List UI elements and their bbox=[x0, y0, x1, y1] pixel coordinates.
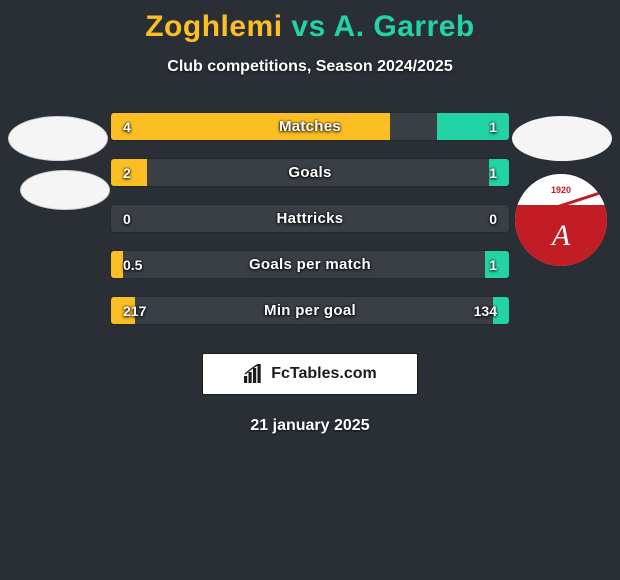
stat-row: 0.51Goals per match bbox=[110, 250, 510, 279]
stat-value-left: 0.5 bbox=[123, 251, 142, 278]
club-badge-top: 1920 bbox=[515, 174, 607, 205]
title-player2: A. Garreb bbox=[334, 10, 475, 43]
stat-row: 217134Min per goal bbox=[110, 296, 510, 325]
subtitle: Club competitions, Season 2024/2025 bbox=[0, 58, 620, 76]
stat-bar-left bbox=[111, 251, 123, 278]
stat-label: Hattricks bbox=[111, 205, 509, 232]
club-badge-letter: A bbox=[552, 219, 570, 253]
player2-club-badge: 1920 A bbox=[515, 174, 607, 266]
stat-value-right: 0 bbox=[489, 205, 497, 232]
comparison-card: Zoghlemi vs A. Garreb Club competitions,… bbox=[0, 0, 620, 580]
club-badge-year: 1920 bbox=[551, 185, 571, 195]
stat-bar-right bbox=[493, 297, 509, 324]
player1-club-placeholder bbox=[20, 170, 110, 210]
stat-bar-left bbox=[111, 113, 390, 140]
page-title: Zoghlemi vs A. Garreb bbox=[0, 0, 620, 44]
title-vs: vs bbox=[291, 10, 325, 43]
stat-label: Min per goal bbox=[111, 297, 509, 324]
stat-row: 21Goals bbox=[110, 158, 510, 187]
stat-bar-right bbox=[485, 251, 509, 278]
stat-bar-right bbox=[489, 159, 509, 186]
stat-row: 0 0Hattricks bbox=[110, 204, 510, 233]
stat-label: Goals bbox=[111, 159, 509, 186]
stat-bar-left bbox=[111, 159, 147, 186]
stat-label: Goals per match bbox=[111, 251, 509, 278]
bar-chart-icon bbox=[243, 364, 265, 384]
player2-avatar-placeholder bbox=[512, 116, 612, 161]
player1-avatar-placeholder bbox=[8, 116, 108, 161]
date-label: 21 january 2025 bbox=[0, 417, 620, 435]
stat-bar-right bbox=[437, 113, 509, 140]
brand-box: FcTables.com bbox=[202, 353, 418, 395]
stat-value-left: 0 bbox=[123, 205, 131, 232]
stat-bar-left bbox=[111, 297, 135, 324]
stat-row: 41Matches bbox=[110, 112, 510, 141]
title-player1: Zoghlemi bbox=[145, 10, 282, 43]
brand-text: FcTables.com bbox=[271, 365, 377, 383]
